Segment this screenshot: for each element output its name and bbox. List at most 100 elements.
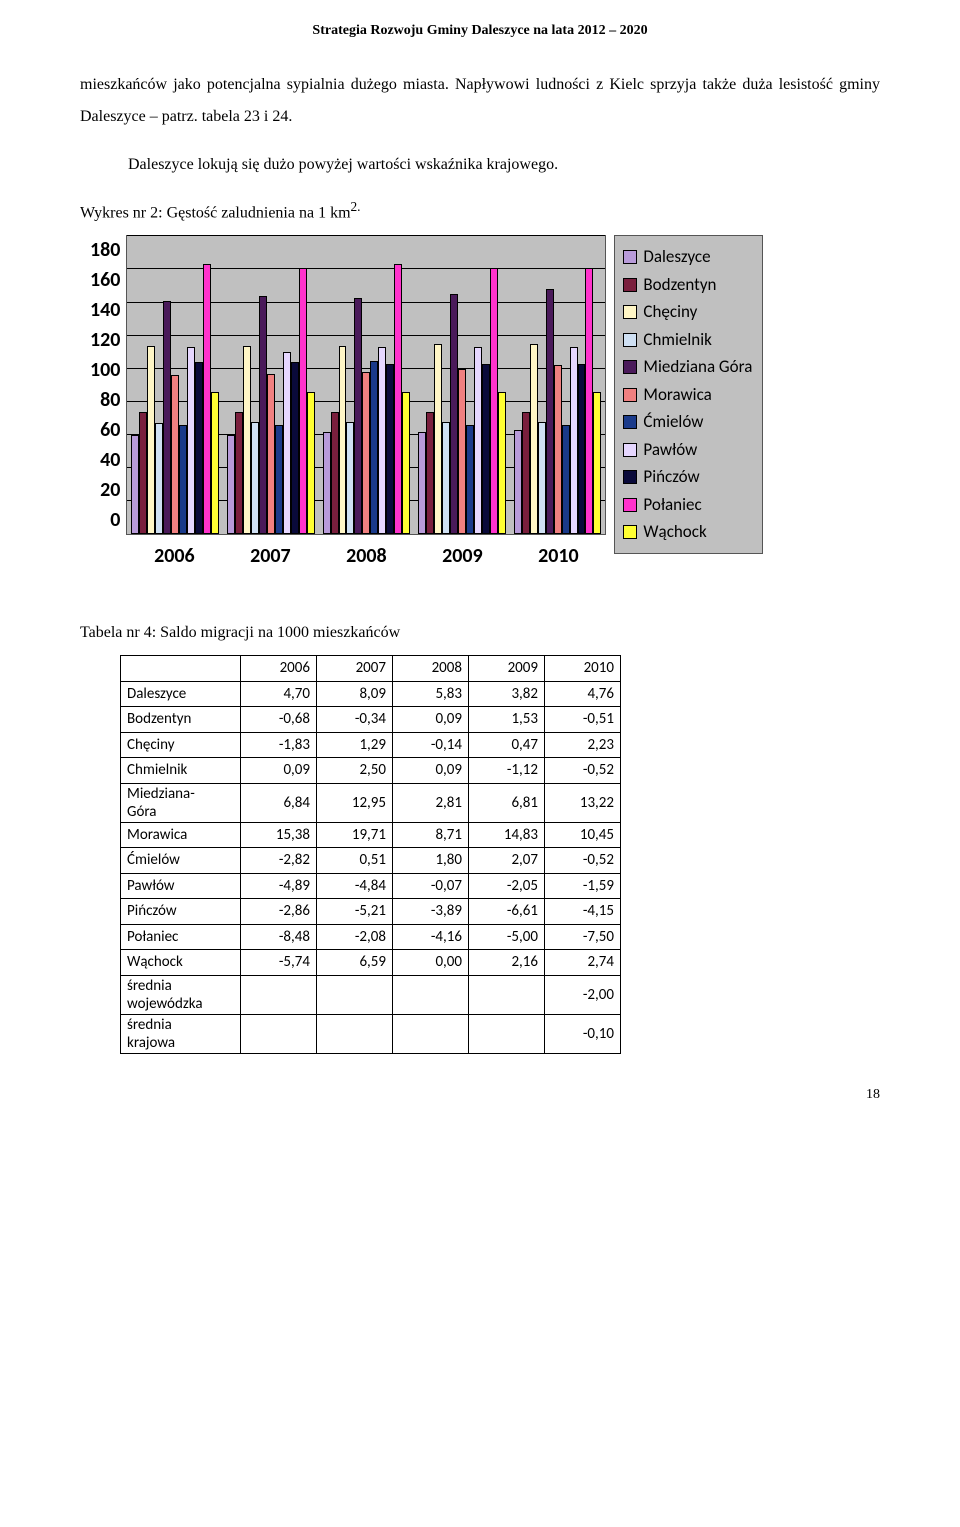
table-row: Morawica15,3819,718,7114,8310,45 xyxy=(121,822,621,848)
table-cell: -5,21 xyxy=(317,899,393,925)
table-cell: 2,74 xyxy=(545,950,621,976)
page-number: 18 xyxy=(80,1084,880,1105)
table-cell: -1,12 xyxy=(469,758,545,784)
bar xyxy=(394,264,402,534)
table-row: Pińczów-2,86-5,21-3,89-6,61-4,15 xyxy=(121,899,621,925)
bar xyxy=(171,375,179,534)
bar xyxy=(482,364,490,535)
table-header-cell: 2006 xyxy=(241,656,317,682)
legend-label: Wąchock xyxy=(643,519,706,545)
table-cell: 0,51 xyxy=(317,848,393,874)
table-header-cell: 2009 xyxy=(469,656,545,682)
table-row-label: Morawica xyxy=(121,822,241,848)
table-row-label: Bodzentyn xyxy=(121,707,241,733)
table-cell: 8,71 xyxy=(393,822,469,848)
bar xyxy=(418,432,426,535)
chart-y-axis: 180160140120100806040200 xyxy=(90,235,126,535)
table-cell: 6,59 xyxy=(317,950,393,976)
figure-caption-sup: 2. xyxy=(351,199,361,214)
table-cell: -7,50 xyxy=(545,924,621,950)
table-cell: 13,22 xyxy=(545,783,621,822)
bar xyxy=(259,296,267,534)
legend-swatch xyxy=(623,360,637,374)
table-row-label: Pawłów xyxy=(121,873,241,899)
table-row-label: średniawojewódzka xyxy=(121,975,241,1014)
table-cell: 14,83 xyxy=(469,822,545,848)
bar-group xyxy=(223,236,319,534)
legend-item: Chęciny xyxy=(623,299,752,325)
bar xyxy=(490,268,498,535)
table-row-label: Wąchock xyxy=(121,950,241,976)
y-tick-label: 80 xyxy=(100,385,120,415)
legend-item: Morawica xyxy=(623,382,752,408)
bar xyxy=(522,412,530,535)
bar xyxy=(562,425,570,534)
table-row-label: Daleszyce xyxy=(121,681,241,707)
y-tick-label: 100 xyxy=(90,355,120,385)
bar xyxy=(386,364,394,535)
table-cell: 6,81 xyxy=(469,783,545,822)
bar xyxy=(235,412,243,535)
bar xyxy=(378,347,386,534)
table-cell: -0,52 xyxy=(545,758,621,784)
x-tick-label: 2008 xyxy=(318,541,414,571)
table-cell xyxy=(241,975,317,1014)
table-cell: 2,16 xyxy=(469,950,545,976)
bar xyxy=(139,412,147,535)
legend-label: Połaniec xyxy=(643,492,701,518)
table-cell: 10,45 xyxy=(545,822,621,848)
figure-caption: Wykres nr 2: Gęstość zaludnienia na 1 km… xyxy=(80,197,880,225)
table-header-cell: 2008 xyxy=(393,656,469,682)
legend-label: Pińczów xyxy=(643,464,699,490)
legend-item: Wąchock xyxy=(623,519,752,545)
table-row-label: Chmielnik xyxy=(121,758,241,784)
table-row: Połaniec-8,48-2,08-4,16-5,00-7,50 xyxy=(121,924,621,950)
bar xyxy=(339,346,347,535)
legend-swatch xyxy=(623,305,637,319)
legend-swatch xyxy=(623,525,637,539)
table-cell: -3,89 xyxy=(393,899,469,925)
table-cell: -2,08 xyxy=(317,924,393,950)
legend-label: Chęciny xyxy=(643,299,697,325)
bar xyxy=(362,372,370,534)
bar xyxy=(354,298,362,535)
legend-item: Chmielnik xyxy=(623,327,752,353)
table-cell: 2,81 xyxy=(393,783,469,822)
table-cell: 2,50 xyxy=(317,758,393,784)
table-row: średniawojewódzka -2,00 xyxy=(121,975,621,1014)
bar xyxy=(227,435,235,534)
legend-item: Pińczów xyxy=(623,464,752,490)
table-cell: 0,00 xyxy=(393,950,469,976)
table-cell: -6,61 xyxy=(469,899,545,925)
table-row: Wąchock-5,746,590,002,162,74 xyxy=(121,950,621,976)
bar xyxy=(538,422,546,535)
legend-item: Bodzentyn xyxy=(623,272,752,298)
table-cell: -2,00 xyxy=(545,975,621,1014)
table-cell: -5,00 xyxy=(469,924,545,950)
table-cell: 1,80 xyxy=(393,848,469,874)
bar xyxy=(291,362,299,534)
table-cell: 15,38 xyxy=(241,822,317,848)
legend-swatch xyxy=(623,498,637,512)
table-cell: -4,84 xyxy=(317,873,393,899)
legend-item: Ćmielów xyxy=(623,409,752,435)
legend-swatch xyxy=(623,443,637,457)
bar xyxy=(163,301,171,534)
table-header-cell: 2010 xyxy=(545,656,621,682)
legend-label: Bodzentyn xyxy=(643,272,716,298)
table-row-label: Pińczów xyxy=(121,899,241,925)
bar xyxy=(323,432,331,535)
bar xyxy=(498,392,506,534)
bar xyxy=(203,264,211,534)
legend-label: Pawłów xyxy=(643,437,697,463)
table-cell: 1,53 xyxy=(469,707,545,733)
bar xyxy=(211,392,219,534)
table-row: średniakrajowa-0,10 xyxy=(121,1014,621,1053)
bar-group xyxy=(510,236,606,534)
bar xyxy=(578,364,586,535)
legend-label: Daleszyce xyxy=(643,244,710,270)
table-cell xyxy=(317,1014,393,1053)
table-cell: 2,07 xyxy=(469,848,545,874)
legend-item: Miedziana Góra xyxy=(623,354,752,380)
legend-swatch xyxy=(623,278,637,292)
